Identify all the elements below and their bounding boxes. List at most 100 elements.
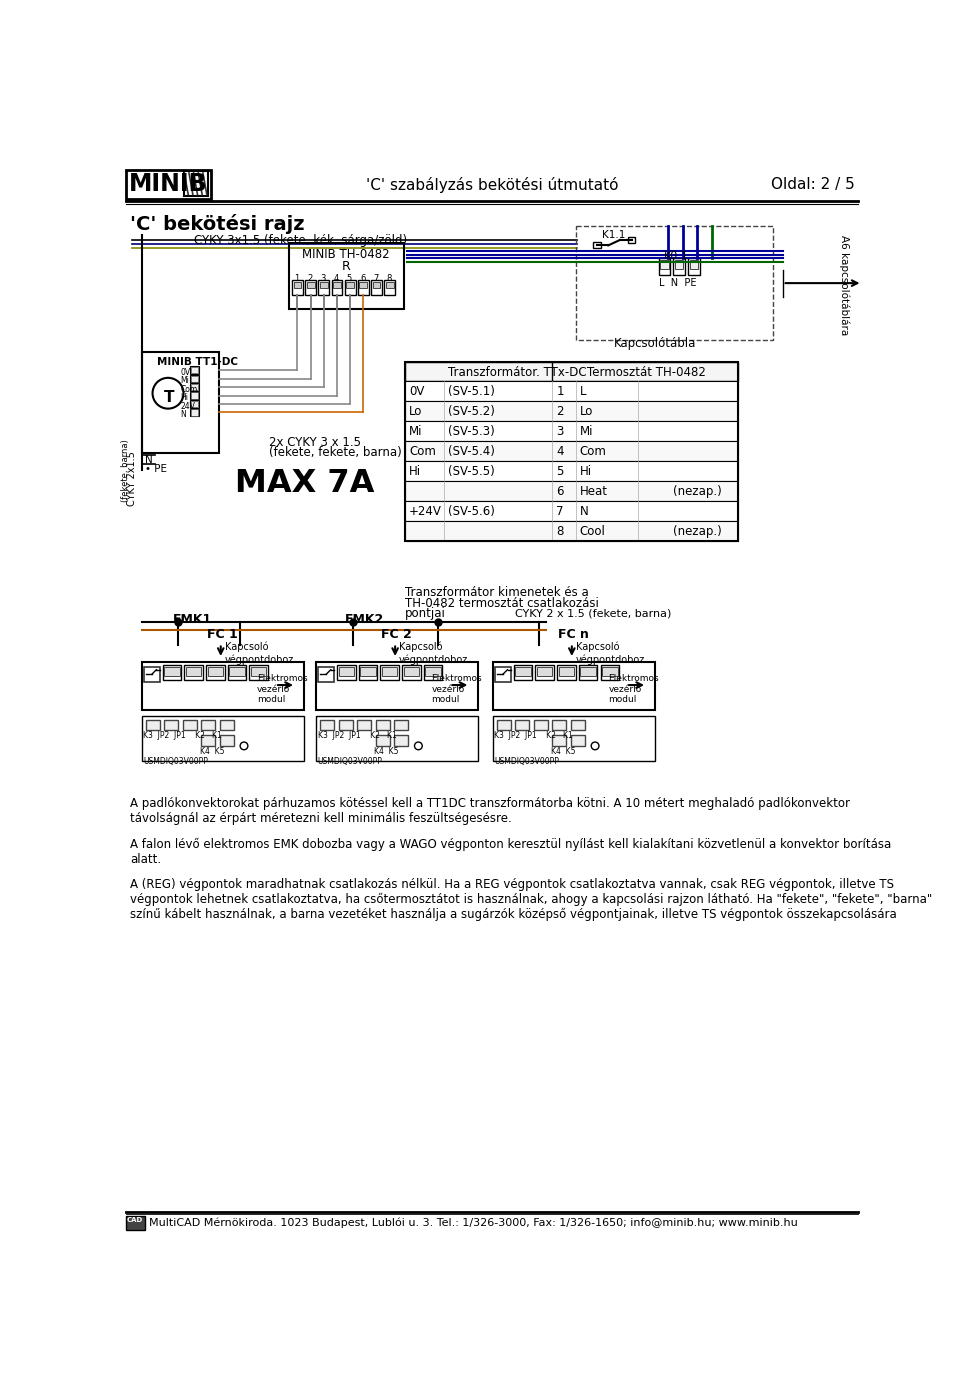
Bar xyxy=(602,667,617,675)
Bar xyxy=(516,667,531,675)
Text: Hi: Hi xyxy=(180,393,188,403)
Text: Mi: Mi xyxy=(180,376,189,385)
Bar xyxy=(251,667,267,675)
Bar xyxy=(250,666,268,681)
Bar xyxy=(320,720,334,731)
Text: CYKY 2x1.5: CYKY 2x1.5 xyxy=(128,451,137,507)
Text: K3  JP2  JP1    K2   K1: K3 JP2 JP1 K2 K1 xyxy=(318,731,396,740)
Text: (SV-5.5): (SV-5.5) xyxy=(447,465,494,477)
Bar xyxy=(405,363,738,541)
Text: Termosztát TH-0482: Termosztát TH-0482 xyxy=(588,367,707,379)
Text: A padlókonvektorokat párhuzamos kötéssel kell a TT1DC transzformátorba kötni. A : A padlókonvektorokat párhuzamos kötéssel… xyxy=(130,797,850,825)
Bar xyxy=(307,281,315,288)
Bar xyxy=(359,281,368,288)
Text: (SV-5.4): (SV-5.4) xyxy=(447,444,494,458)
Text: 8: 8 xyxy=(386,274,392,282)
Text: FC 1: FC 1 xyxy=(207,628,238,641)
Text: Transzformátor kimenetek és a: Transzformátor kimenetek és a xyxy=(405,585,588,599)
Bar xyxy=(534,720,548,731)
Text: A6 kapcsolótáblára: A6 kapcsolótáblára xyxy=(839,235,850,335)
Text: (nezap.): (nezap.) xyxy=(673,484,721,498)
Bar xyxy=(142,716,303,761)
Text: Oldal: 2 / 5: Oldal: 2 / 5 xyxy=(771,177,854,192)
Bar xyxy=(372,280,382,295)
Bar xyxy=(190,375,199,382)
Text: 'C' bekötési rajz: 'C' bekötési rajz xyxy=(130,213,304,234)
Bar xyxy=(289,244,403,309)
Bar xyxy=(382,667,397,675)
Bar xyxy=(425,667,441,675)
Bar xyxy=(183,172,208,197)
Bar xyxy=(319,280,329,295)
Text: MINIB: MINIB xyxy=(130,172,208,197)
Bar xyxy=(142,353,219,453)
Bar xyxy=(689,260,698,270)
Bar xyxy=(359,666,377,681)
Bar xyxy=(571,720,585,731)
Text: L  N  PE: L N PE xyxy=(659,278,696,288)
Text: (nezap.): (nezap.) xyxy=(673,525,721,538)
Text: 5: 5 xyxy=(347,274,352,282)
Bar xyxy=(405,421,738,441)
Text: N: N xyxy=(145,455,153,465)
Text: Com: Com xyxy=(409,444,436,458)
Text: 3: 3 xyxy=(321,274,325,282)
Bar xyxy=(164,720,179,731)
Bar xyxy=(331,280,343,295)
Bar xyxy=(386,281,394,288)
Bar xyxy=(202,735,215,746)
Bar xyxy=(190,400,199,408)
Bar xyxy=(345,280,355,295)
Bar xyxy=(184,666,203,681)
Text: K3  JP2  JP1    K2   K1: K3 JP2 JP1 K2 K1 xyxy=(143,731,222,740)
Text: (fekete, fekete, barna): (fekete, fekete, barna) xyxy=(269,447,401,459)
Bar xyxy=(628,237,636,244)
Text: Elektromos
vezérlő
modul: Elektromos vezérlő modul xyxy=(609,674,659,704)
Text: FC 2: FC 2 xyxy=(381,628,412,641)
Text: Kapcsoló
végpontdoboz: Kapcsoló végpontdoboz xyxy=(225,642,294,664)
Text: 2x CYKY 3 x 1.5: 2x CYKY 3 x 1.5 xyxy=(269,436,361,448)
Text: Transzformátor. TTx-DC: Transzformátor. TTx-DC xyxy=(447,367,587,379)
Bar xyxy=(405,461,738,482)
Bar xyxy=(162,666,181,681)
Text: USMDIQ03V00PP: USMDIQ03V00PP xyxy=(318,757,382,767)
Bar xyxy=(144,667,159,682)
Text: K4  K5: K4 K5 xyxy=(200,746,225,756)
Bar xyxy=(673,259,685,275)
Bar xyxy=(375,735,390,746)
Bar xyxy=(186,667,202,675)
Text: (SV-5.6): (SV-5.6) xyxy=(447,505,494,518)
Bar xyxy=(190,392,199,400)
Text: 4: 4 xyxy=(334,274,339,282)
Bar xyxy=(660,260,669,270)
Bar xyxy=(552,720,566,731)
Bar xyxy=(552,735,566,746)
Bar xyxy=(206,666,225,681)
Text: 1: 1 xyxy=(557,385,564,397)
Bar xyxy=(182,720,197,731)
Bar xyxy=(146,720,159,731)
Bar xyxy=(403,667,420,675)
Bar xyxy=(190,401,199,407)
Bar xyxy=(126,170,211,199)
Text: Elektromos
vezérlő
modul: Elektromos vezérlő modul xyxy=(257,674,308,704)
Text: 24V: 24V xyxy=(180,401,195,411)
Text: 'C' szabályzás bekötési útmutató: 'C' szabályzás bekötési útmutató xyxy=(366,177,618,192)
Bar xyxy=(292,280,303,295)
Text: pontjai: pontjai xyxy=(405,608,446,620)
Bar xyxy=(688,259,700,275)
Bar xyxy=(316,662,478,710)
Bar xyxy=(372,281,380,288)
Text: N: N xyxy=(180,410,186,419)
Text: • PE: • PE xyxy=(145,464,167,475)
Bar xyxy=(405,501,738,520)
Text: Heat: Heat xyxy=(580,484,608,498)
Bar xyxy=(228,666,247,681)
Text: FC n: FC n xyxy=(558,628,588,641)
Bar xyxy=(320,281,327,288)
Text: (fekete, barna): (fekete, barna) xyxy=(121,440,130,502)
Text: Lo: Lo xyxy=(580,404,593,418)
Text: Com: Com xyxy=(580,444,607,458)
Text: Hi: Hi xyxy=(580,465,591,477)
Bar xyxy=(514,666,532,681)
